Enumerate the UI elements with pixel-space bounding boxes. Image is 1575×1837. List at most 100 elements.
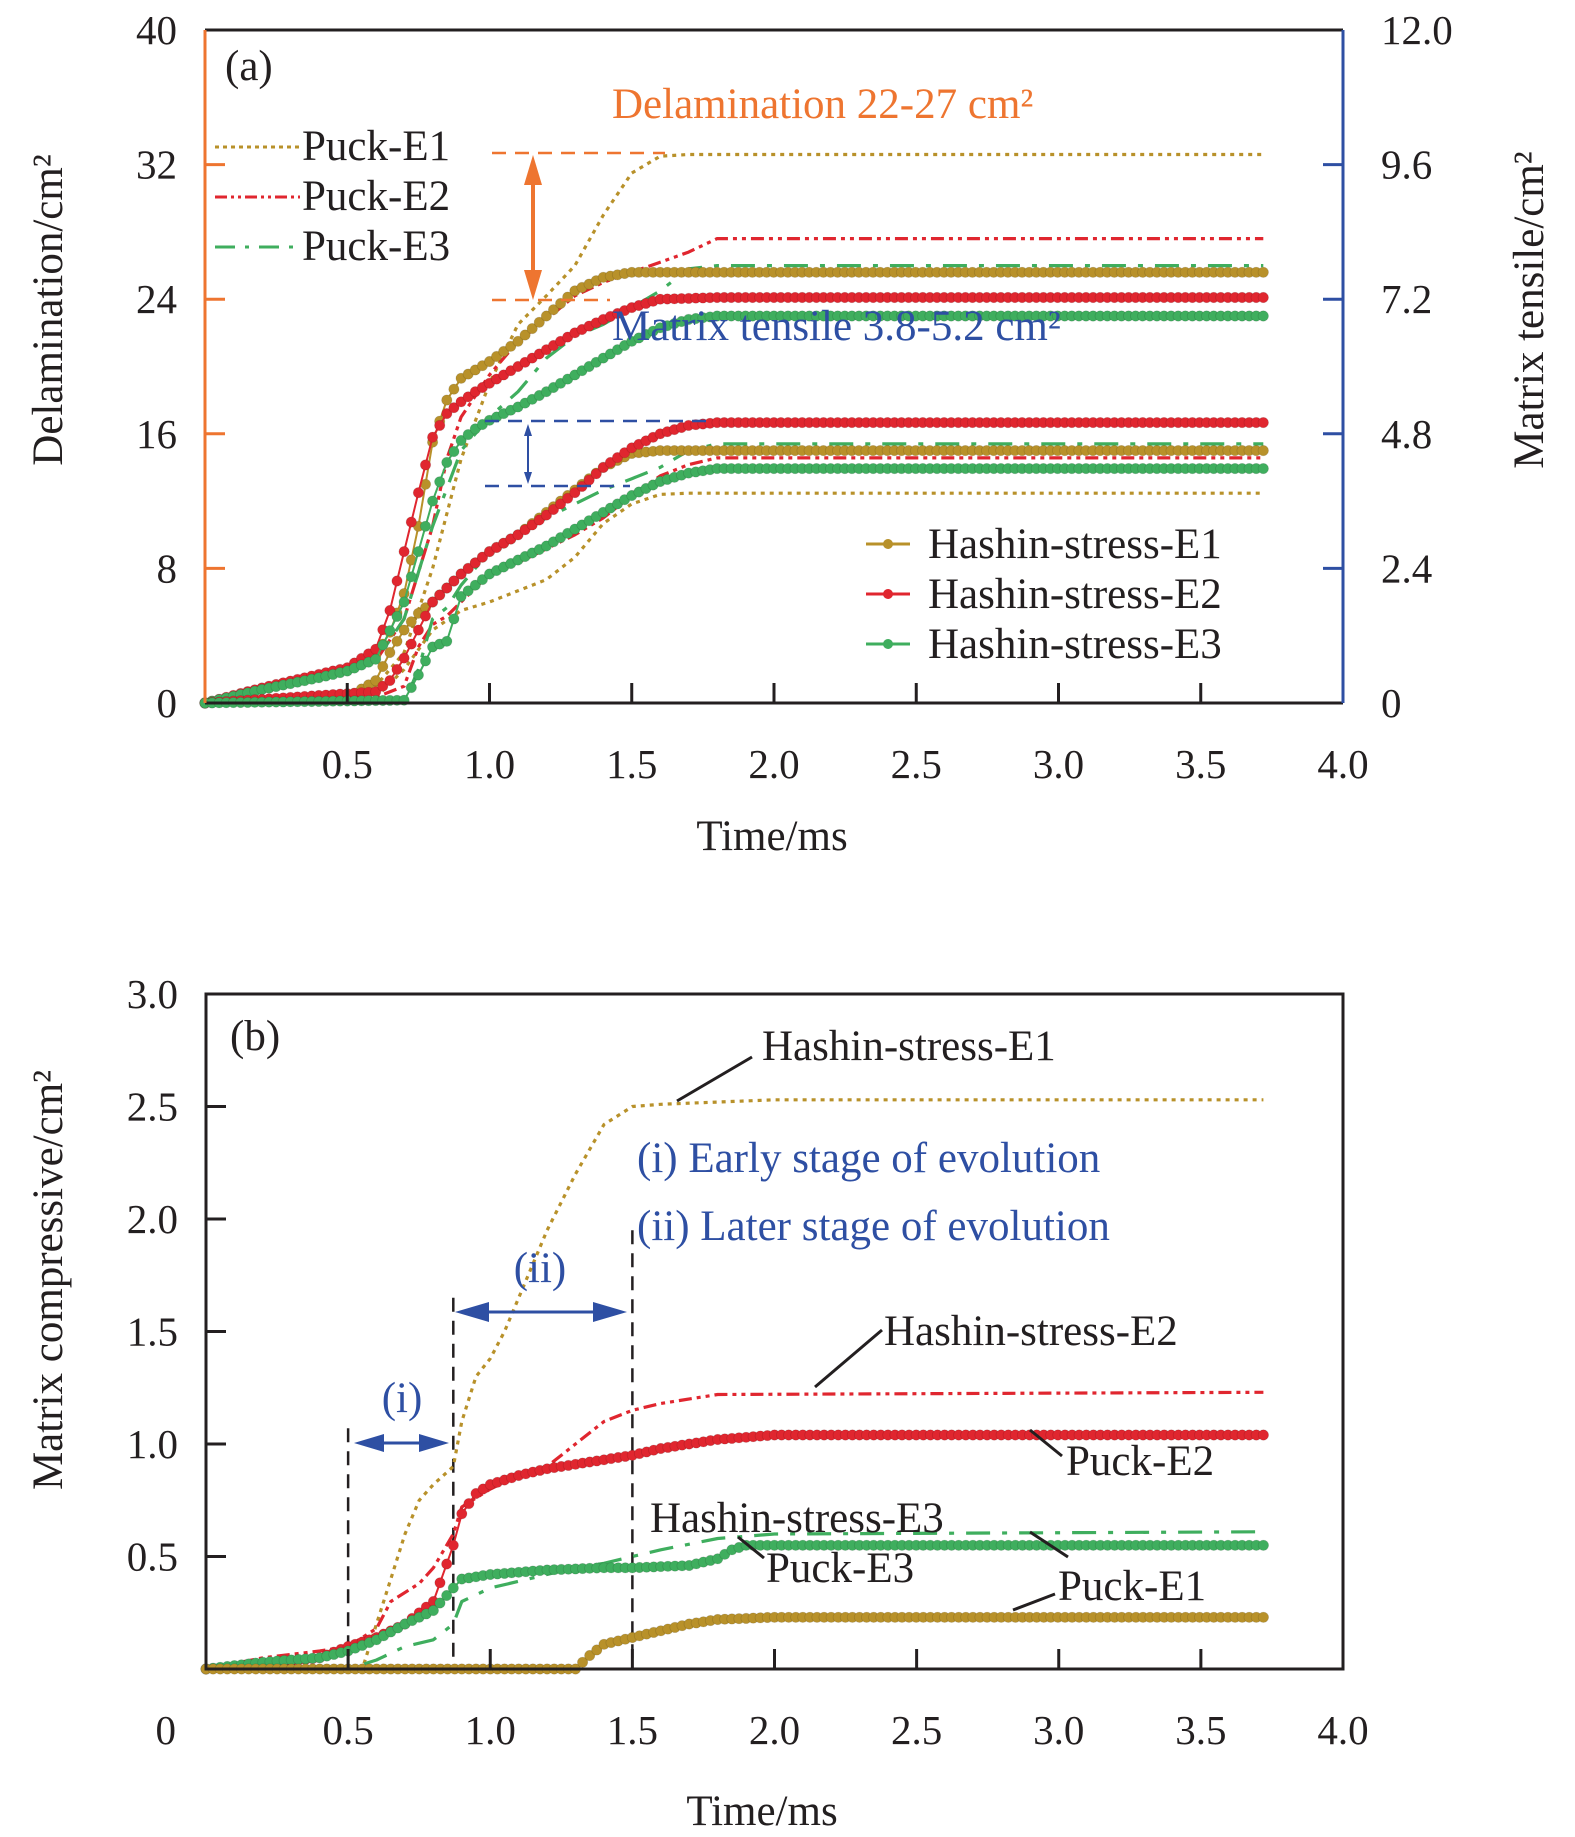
legend-label-puck-e1: Puck-E1 — [302, 123, 450, 170]
series-a-hashin-stress-e2-matrix-tensile-marker — [398, 652, 410, 664]
callout-label-puck-e2: Puck-E2 — [1066, 1438, 1214, 1485]
series-a-hashin-stress-e3-delamination-marker — [412, 545, 424, 558]
series-b-puck-e1 — [200, 1611, 1270, 1675]
x-tick-label: 4.0 — [1317, 1707, 1368, 1753]
series-a-hashin-stress-e2-delamination-marker — [384, 604, 396, 617]
series-a-hashin-stress-e3-delamination-marker — [377, 639, 389, 651]
delamination-range-text: Delamination 22-27 cm² — [612, 81, 1033, 128]
stage-i-arrow: (i) — [354, 1375, 449, 1452]
series-a-hashin-stress-e3-delamination-marker — [448, 445, 460, 458]
series-b-puck-e3-marker — [1257, 1539, 1270, 1551]
left-y-tick-label: 2.5 — [127, 1084, 178, 1130]
series-a-puck-e1-matrix-tensile-line — [204, 491, 1264, 705]
series-b-puck-e3-marker — [447, 1582, 459, 1594]
delamination-arrow-head-up — [524, 155, 542, 185]
series-a-puck-e1-delamination — [204, 152, 1264, 705]
series-a-hashin-stress-e2-delamination-marker — [419, 459, 432, 471]
series-a-hashin-stress-e2-matrix-tensile-marker — [590, 468, 602, 480]
series-a-hashin-stress-e1-delamination-marker — [448, 383, 460, 395]
panel-a-left-axis-title: Delamination/cm² — [25, 154, 72, 465]
panel-a-label: (a) — [225, 43, 273, 90]
series-b-puck-e2-marker — [434, 1577, 446, 1589]
series-a-hashin-stress-e3-delamination-marker — [419, 520, 432, 532]
series-a-hashin-stress-e2-matrix-tensile-marker — [562, 492, 574, 504]
series-a-hashin-stress-e2-delamination-marker — [398, 545, 410, 558]
series-a-hashin-stress-e2-matrix-tensile-marker — [476, 551, 488, 563]
series-b-puck-e2 — [200, 1429, 1270, 1675]
x-tick-label: 1.0 — [465, 1707, 516, 1753]
series-b-puck-e3-marker — [434, 1597, 446, 1609]
left-y-tick-label: 32 — [136, 142, 177, 188]
series-b-hashin-stress-e2 — [205, 1390, 1264, 1671]
legend-label-hashin-e2: Hashin-stress-E2 — [928, 571, 1222, 618]
stage-i-arrow-head-right — [419, 1434, 449, 1452]
x-tick-label: 2.5 — [891, 1707, 942, 1753]
callout-label-hashin-e1: Hashin-stress-E1 — [762, 1023, 1056, 1070]
stage-ii-description: (ii) Later stage of evolution — [637, 1203, 1110, 1250]
stage-i-arrow-head-left — [354, 1434, 384, 1452]
stage-ii-arrow-head-right — [593, 1302, 627, 1322]
series-a-hashin-stress-e3-matrix-tensile-marker — [469, 579, 481, 591]
series-a-hashin-stress-e2-matrix-tensile-marker — [547, 503, 560, 516]
x-tick-label: 0.5 — [322, 741, 373, 787]
series-a-hashin-stress-e1-matrix-tensile-marker — [370, 674, 382, 687]
x-tick-label: 3.5 — [1175, 1707, 1226, 1753]
callout-leader-puck-e2 — [1029, 1428, 1063, 1458]
x-tick-label: 1.5 — [607, 1707, 658, 1753]
series-b-hashin-stress-e2-line — [205, 1390, 1264, 1671]
series-b-puck-e1-marker — [591, 1644, 603, 1656]
series-a-hashin-stress-e1-delamination-marker — [547, 304, 560, 316]
series-a-hashin-stress-e2-matrix-tensile-marker — [540, 509, 553, 521]
series-a-hashin-stress-e2-matrix-tensile-marker — [377, 680, 389, 692]
x-tick-label: 1.5 — [606, 741, 657, 787]
series-a-hashin-stress-e3-delamination-marker — [462, 428, 474, 441]
series-a-hashin-stress-e1-matrix-tensile-marker — [398, 624, 410, 636]
left-y-tick-label: 8 — [157, 545, 178, 591]
right-y-tick-label: 0 — [1381, 680, 1402, 726]
x-tick-label: 2.0 — [749, 1707, 800, 1753]
series-a-hashin-stress-e2-matrix-tensile-marker — [554, 498, 567, 510]
series-a-hashin-stress-e3-delamination-marker — [441, 456, 453, 468]
x-tick-label: 2.0 — [748, 741, 799, 787]
stage-i-label: (i) — [382, 1375, 423, 1422]
series-a-hashin-stress-e2-matrix-tensile-marker — [569, 487, 581, 499]
series-a-hashin-stress-e3-delamination-marker — [398, 596, 410, 608]
panel-a-ticks: 0.5 1.0 1.5 2.0 2.5 3.0 3.5 4.0 0 8 16 24 32 40 0 2.4 4.… — [136, 7, 1453, 787]
left-y-tick-label: 1.0 — [127, 1421, 178, 1467]
panel-a-legend-puck: Puck-E1 Puck-E2 Puck-E3 — [215, 123, 450, 270]
right-y-tick-label: 2.4 — [1381, 545, 1432, 591]
legend-label-hashin-e3: Hashin-stress-E3 — [928, 621, 1222, 668]
legend-marker-hashin-e2 — [883, 589, 893, 599]
left-y-tick-label: 3.0 — [127, 971, 178, 1017]
series-b-puck-e3 — [200, 1539, 1270, 1675]
series-b-puck-e2-marker — [456, 1508, 468, 1520]
stage-ii-arrow: (ii) — [455, 1245, 627, 1322]
series-a-hashin-stress-e2-delamination-marker — [426, 431, 439, 443]
stage-ii-arrow-head-left — [455, 1302, 489, 1322]
series-a-hashin-stress-e2-matrix-tensile-marker — [434, 589, 446, 601]
legend-marker-hashin-e3 — [883, 639, 893, 649]
x-tick-label: 4.0 — [1317, 741, 1368, 787]
left-y-tick-label: 0 — [157, 680, 178, 726]
left-y-tick-label: 24 — [136, 276, 177, 322]
series-b-hashin-stress-e1 — [206, 1098, 1264, 1671]
right-y-tick-label: 12.0 — [1381, 7, 1453, 53]
matrix-tensile-range-text: Matrix tensile 3.8-5.2 cm² — [612, 303, 1061, 350]
series-a-hashin-stress-e2-delamination-marker — [434, 419, 446, 431]
panel-a-x-axis-title: Time/ms — [696, 813, 847, 860]
x-tick-label: 3.0 — [1033, 741, 1084, 787]
panel-b-x-axis-title: Time/ms — [686, 1788, 837, 1835]
series-a-hashin-stress-e2-matrix-tensile-marker — [391, 663, 403, 676]
callout-leader-puck-e1 — [1012, 1592, 1056, 1612]
panel-b-stage-lines — [346, 1230, 634, 1669]
series-a-hashin-stress-e2-delamination-marker — [391, 575, 403, 587]
panel-b-callouts: Hashin-stress-E1 Hashin-stress-E2 Puck-E… — [650, 1023, 1214, 1612]
series-a-hashin-stress-e1-matrix-tensile-marker — [391, 635, 403, 647]
series-a-hashin-stress-e1-matrix-tensile-marker — [1257, 444, 1269, 457]
panel-a-matrix-tensile-annotation: Matrix tensile 3.8-5.2 cm² — [485, 303, 1061, 488]
x-tick-label: 2.5 — [891, 741, 942, 787]
x-tick-label: 0.5 — [323, 1707, 374, 1753]
series-a-hashin-stress-e1-delamination-marker — [512, 335, 524, 347]
series-a-hashin-stress-e3-delamination-marker — [384, 625, 396, 637]
